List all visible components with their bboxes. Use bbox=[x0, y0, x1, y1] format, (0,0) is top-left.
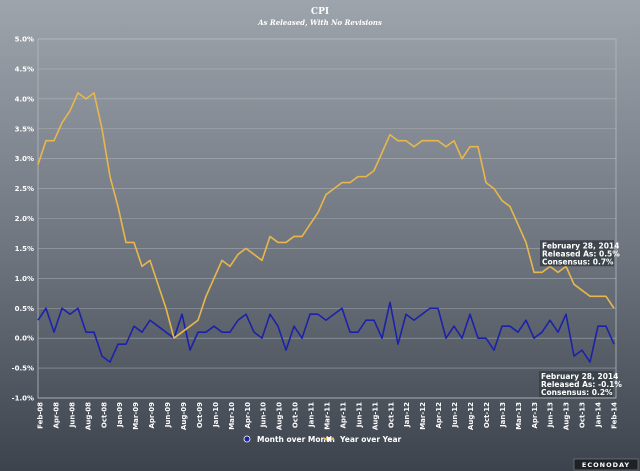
y-tick-label: 0.0% bbox=[15, 335, 34, 343]
tooltip-line: February 28, 2014 bbox=[541, 372, 618, 381]
y-tick-label: 1.5% bbox=[15, 245, 34, 253]
legend-item-mom[interactable]: Month over Month bbox=[243, 435, 335, 444]
tooltip-line: Released As: 0.5% bbox=[542, 249, 620, 258]
x-tick-label: Oct-12 bbox=[483, 402, 491, 428]
x-tick-label: Oct-08 bbox=[100, 402, 108, 428]
y-tick-label: 2.0% bbox=[15, 215, 34, 223]
x-tick-label: Mar-11 bbox=[324, 402, 332, 430]
legend: Month over Month Year over Year bbox=[243, 435, 402, 444]
x-tick-label: Feb-08 bbox=[37, 402, 45, 429]
legend-dot-yoy bbox=[327, 437, 331, 441]
series-line-year-over-year bbox=[37, 92, 615, 339]
x-tick-label: Aug-10 bbox=[276, 402, 284, 430]
x-tick-label: Apr-13 bbox=[531, 402, 539, 429]
x-tick-label: Apr-10 bbox=[244, 402, 252, 429]
legend-item-yoy[interactable]: Year over Year bbox=[324, 435, 402, 444]
chart-title: CPI bbox=[311, 7, 329, 17]
logo-text: ECONODAY bbox=[582, 461, 630, 469]
x-tick-label: Jan-12 bbox=[403, 402, 411, 428]
y-tick-label: -1.0% bbox=[12, 395, 34, 403]
x-tick-label: Mar-12 bbox=[419, 402, 427, 430]
series-lines bbox=[37, 92, 615, 363]
y-tick-label: 3.5% bbox=[15, 125, 34, 133]
x-tick-label: Jan-14 bbox=[595, 402, 603, 428]
x-tick-label: Jan-13 bbox=[499, 402, 507, 428]
x-tick-label: Jun-09 bbox=[164, 402, 172, 428]
legend-label-mom: Month over Month bbox=[257, 435, 335, 444]
tooltip-line: Consensus: 0.7% bbox=[542, 257, 614, 266]
x-tick-label: Mar-10 bbox=[228, 402, 236, 430]
x-tick-label: Oct-13 bbox=[579, 402, 587, 428]
x-tick-label: Oct-09 bbox=[196, 402, 204, 428]
y-tick-label: 4.0% bbox=[15, 95, 34, 103]
x-tick-label: Apr-11 bbox=[339, 402, 347, 429]
y-tick-label: 5.0% bbox=[15, 36, 34, 44]
econoday-logo: ECONODAY bbox=[573, 458, 639, 471]
legend-marker-mom bbox=[243, 435, 251, 443]
x-tick-label: Jun-12 bbox=[451, 402, 459, 428]
x-tick-label: Mar-13 bbox=[515, 402, 523, 430]
x-tick-label: Apr-08 bbox=[52, 402, 60, 429]
x-tick-label: Aug-09 bbox=[180, 402, 188, 430]
x-axis: Feb-08 Apr-08 Jun-08 Aug-08 Oct-08 Jan-09 Mar-… bbox=[37, 402, 619, 430]
y-tick-label: 4.5% bbox=[15, 65, 34, 73]
x-tick-label: Jun-13 bbox=[547, 402, 555, 428]
x-tick-label: Apr-12 bbox=[435, 402, 443, 429]
y-tick-label: 2.5% bbox=[15, 185, 34, 193]
x-tick-label: Jan-11 bbox=[308, 402, 316, 428]
grid bbox=[37, 38, 617, 399]
tooltip-line: Released As: -0.1% bbox=[541, 380, 622, 389]
x-tick-label: Oct-11 bbox=[387, 402, 395, 428]
x-tick-label: Feb-14 bbox=[611, 402, 619, 429]
tooltip-box bbox=[540, 240, 614, 267]
tooltip-line: Consensus: 0.2% bbox=[541, 388, 613, 397]
x-tick-label: Aug-12 bbox=[467, 402, 475, 430]
y-tick-label: -0.5% bbox=[12, 365, 34, 373]
x-tick-label: Oct-10 bbox=[292, 402, 300, 428]
y-tick-label: 1.0% bbox=[15, 275, 34, 283]
tooltip-box bbox=[539, 371, 613, 398]
x-tick-label: Mar-09 bbox=[132, 402, 140, 430]
y-tick-label: 3.0% bbox=[15, 155, 34, 163]
x-tick-label: Apr-09 bbox=[148, 402, 156, 429]
x-tick-label: Aug-11 bbox=[371, 402, 379, 430]
tooltip-line: February 28, 2014 bbox=[542, 241, 619, 250]
x-tick-label: Jun-10 bbox=[260, 402, 268, 428]
x-tick-label: Jan-09 bbox=[116, 402, 124, 428]
x-tick-label: Aug-08 bbox=[84, 402, 92, 430]
x-tick-label: Jan-10 bbox=[212, 402, 220, 428]
x-tick-label: Jun-11 bbox=[355, 402, 363, 428]
series-line-month-over-month bbox=[37, 301, 615, 363]
x-tick-label: Aug-13 bbox=[563, 402, 571, 430]
chart-subtitle: As Released, With No Revisions bbox=[257, 18, 382, 27]
x-tick-label: Jun-08 bbox=[68, 402, 76, 428]
legend-label-yoy: Year over Year bbox=[339, 435, 402, 444]
y-tick-label: 0.5% bbox=[15, 305, 34, 313]
y-axis: 5.0% 4.5% 4.0% 3.5% 3.0% 2.5% 2.0% 1.5% 1.0% 0.5%… bbox=[12, 36, 34, 403]
